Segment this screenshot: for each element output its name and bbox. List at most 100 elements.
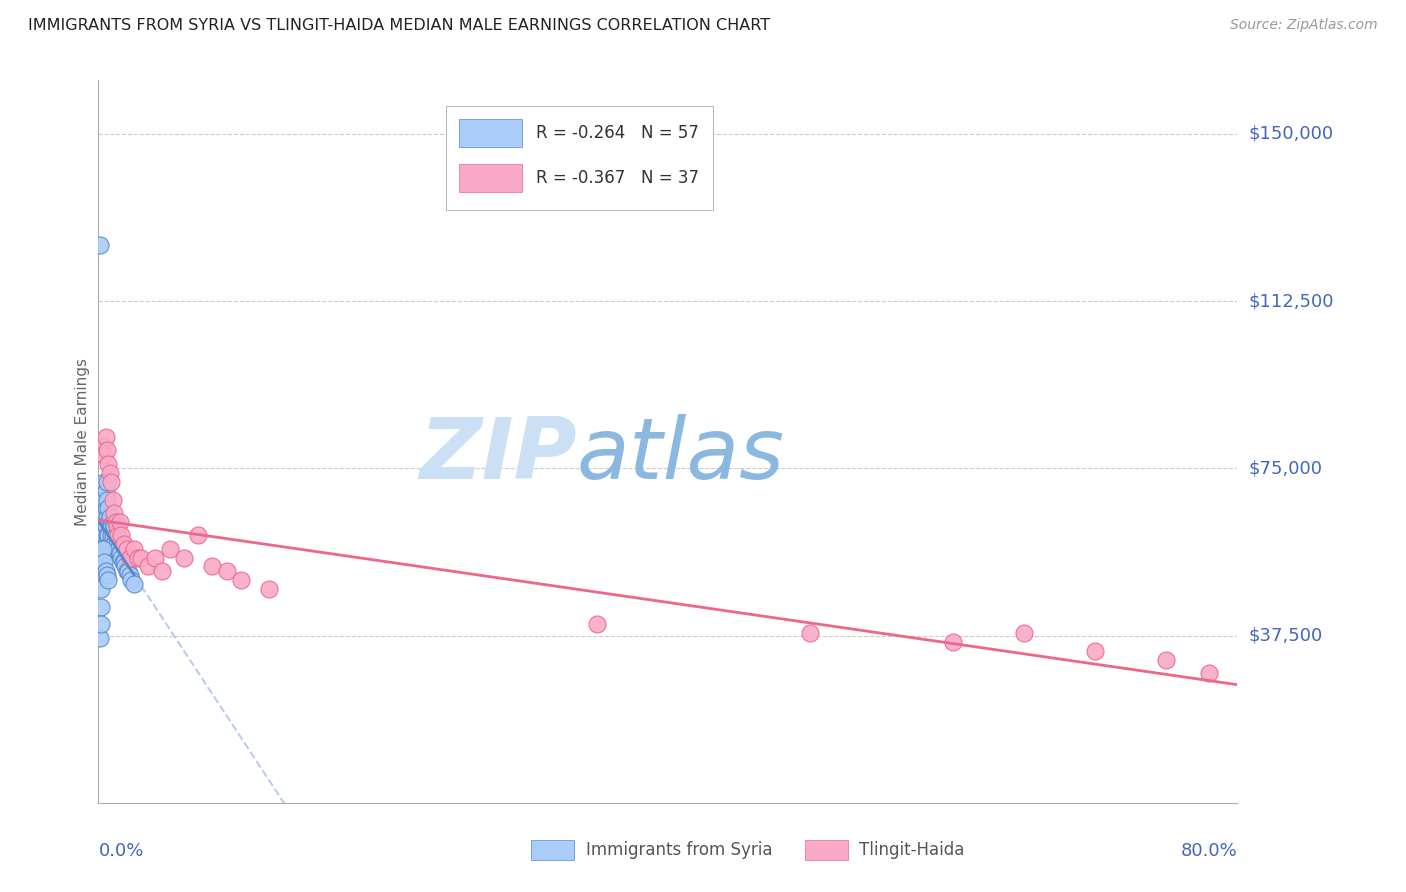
Point bbox=[97, 515, 120, 529]
Point bbox=[89, 238, 111, 252]
Point bbox=[159, 541, 181, 556]
Text: $150,000: $150,000 bbox=[1249, 125, 1333, 143]
Point bbox=[122, 577, 145, 591]
Text: Tlingit-Haida: Tlingit-Haida bbox=[859, 841, 965, 859]
Point bbox=[93, 555, 115, 569]
Point bbox=[187, 528, 209, 542]
Point bbox=[799, 626, 821, 640]
Point bbox=[107, 541, 129, 556]
Point bbox=[91, 528, 114, 542]
Point bbox=[98, 466, 121, 480]
Point bbox=[118, 550, 141, 565]
Text: IMMIGRANTS FROM SYRIA VS TLINGIT-HAIDA MEDIAN MALE EARNINGS CORRELATION CHART: IMMIGRANTS FROM SYRIA VS TLINGIT-HAIDA M… bbox=[28, 18, 770, 33]
Point bbox=[101, 541, 124, 556]
Point bbox=[100, 528, 122, 542]
Point bbox=[108, 546, 131, 560]
Point bbox=[90, 582, 112, 596]
Point bbox=[129, 550, 152, 565]
Point bbox=[97, 573, 120, 587]
Point bbox=[96, 568, 118, 582]
Point bbox=[90, 564, 112, 578]
Point bbox=[942, 635, 965, 649]
Point bbox=[104, 515, 127, 529]
Point bbox=[98, 519, 121, 533]
Point bbox=[96, 510, 118, 524]
Text: atlas: atlas bbox=[576, 415, 785, 498]
Point bbox=[93, 546, 115, 560]
Point bbox=[100, 519, 122, 533]
Point bbox=[91, 506, 114, 520]
Point bbox=[93, 448, 115, 462]
Point bbox=[152, 564, 174, 578]
Point bbox=[96, 528, 118, 542]
Point bbox=[127, 550, 149, 565]
Point bbox=[101, 528, 124, 542]
Point bbox=[94, 501, 117, 516]
Point bbox=[118, 568, 141, 582]
Point bbox=[94, 430, 117, 444]
Point bbox=[122, 541, 145, 556]
Point bbox=[94, 519, 117, 533]
FancyBboxPatch shape bbox=[446, 105, 713, 211]
Text: 80.0%: 80.0% bbox=[1181, 842, 1237, 860]
Point bbox=[108, 515, 131, 529]
Point bbox=[91, 519, 114, 533]
Point bbox=[91, 550, 114, 565]
Point bbox=[111, 555, 134, 569]
FancyBboxPatch shape bbox=[460, 120, 522, 147]
Point bbox=[1154, 653, 1177, 667]
Text: $75,000: $75,000 bbox=[1249, 459, 1323, 477]
Point bbox=[94, 537, 117, 551]
Point bbox=[101, 515, 124, 529]
Point bbox=[93, 492, 115, 507]
Point bbox=[105, 537, 128, 551]
Point bbox=[259, 582, 281, 596]
Point bbox=[101, 492, 124, 507]
Point bbox=[94, 564, 117, 578]
Point bbox=[103, 519, 125, 533]
Point bbox=[104, 528, 127, 542]
Point bbox=[120, 573, 142, 587]
Point bbox=[145, 550, 167, 565]
Point bbox=[96, 492, 118, 507]
Point bbox=[115, 564, 138, 578]
Text: $112,500: $112,500 bbox=[1249, 292, 1334, 310]
Point bbox=[173, 550, 195, 565]
Text: 0.0%: 0.0% bbox=[98, 842, 143, 860]
FancyBboxPatch shape bbox=[804, 839, 848, 860]
Point bbox=[91, 439, 114, 453]
FancyBboxPatch shape bbox=[460, 164, 522, 192]
Point bbox=[91, 537, 114, 551]
Point bbox=[97, 501, 120, 516]
Point bbox=[94, 483, 117, 498]
Point bbox=[96, 475, 118, 489]
Point bbox=[90, 617, 112, 632]
Text: ZIP: ZIP bbox=[419, 415, 576, 498]
Point bbox=[103, 506, 125, 520]
Point bbox=[93, 528, 115, 542]
Point bbox=[104, 541, 127, 556]
Point bbox=[97, 528, 120, 542]
Point bbox=[110, 550, 132, 565]
Point bbox=[117, 564, 139, 578]
Point bbox=[115, 541, 138, 556]
Point bbox=[136, 559, 159, 574]
Point bbox=[96, 443, 118, 458]
Point bbox=[107, 528, 129, 542]
Point bbox=[91, 492, 114, 507]
Point bbox=[110, 528, 132, 542]
Text: R = -0.264   N = 57: R = -0.264 N = 57 bbox=[536, 124, 699, 142]
Point bbox=[112, 555, 135, 569]
Point bbox=[112, 537, 135, 551]
Point bbox=[585, 617, 607, 632]
Text: R = -0.367   N = 37: R = -0.367 N = 37 bbox=[536, 169, 699, 186]
Point bbox=[93, 475, 115, 489]
FancyBboxPatch shape bbox=[531, 839, 575, 860]
Point bbox=[114, 559, 136, 574]
Point bbox=[89, 631, 111, 645]
Text: Immigrants from Syria: Immigrants from Syria bbox=[586, 841, 772, 859]
Point bbox=[1198, 666, 1220, 681]
Point bbox=[98, 537, 121, 551]
Point bbox=[93, 506, 115, 520]
Point bbox=[97, 457, 120, 471]
